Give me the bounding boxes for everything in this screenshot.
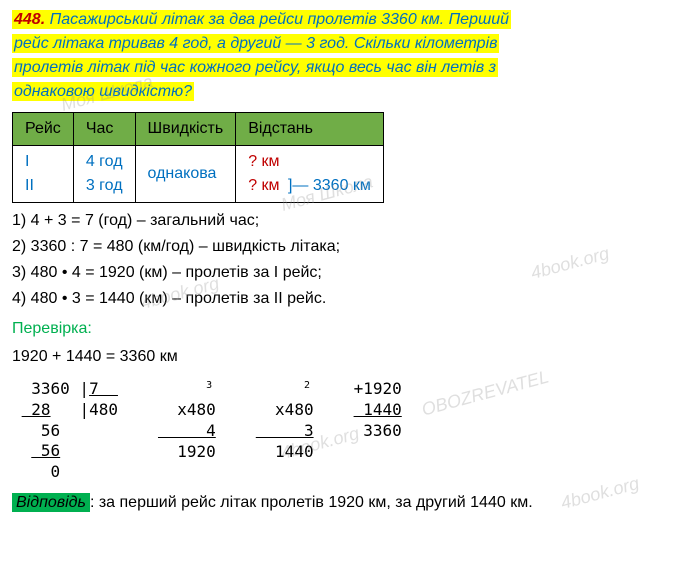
problem-line4: однаковою швидкістю? [12,82,194,101]
problem-line3: пролетів літак під час кожного рейсу, як… [12,58,498,77]
check-label: Перевірка: [12,317,683,341]
problem-number: 448. [14,11,45,28]
calculations-row: 3360 |7 28 |480 56 56 0 3 x480 4 1920 2 … [12,379,683,483]
table-cell-speed: однакова [135,146,236,203]
answer-label: Відповідь [12,493,90,512]
calc-mult1: 3 x480 4 1920 [158,379,216,483]
table-header-distance: Відстань [236,113,384,146]
problem-statement: 448. Пасажирський літак за два рейси про… [12,8,683,104]
answer-text: : за перший рейс літак пролетів 1920 км,… [90,494,533,511]
table-cell-time: 4 год 3 год [73,146,135,203]
solution-step-2: 2) 3360 : 7 = 480 (км/год) – швидкість л… [12,235,683,259]
calc-division: 3360 |7 28 |480 56 56 0 [12,379,118,483]
problem-line1: Пасажирський літак за два рейси пролетів… [50,11,509,28]
solution-step-1: 1) 4 + 3 = 7 (год) – загальний час; [12,209,683,233]
calc-mult2: 2 x480 3 1440 [256,379,314,483]
table-header-flight: Рейс [13,113,74,146]
solution-step-4: 4) 480 • 3 = 1440 (км) – пролетів за II … [12,287,683,311]
calc-add: +1920 1440 3360 [354,379,402,483]
table-header-time: Час [73,113,135,146]
table-cell-distance: ? км ? км ]— 3360 км [236,146,384,203]
problem-line2: рейс літака тривав 4 год, а другий — 3 г… [12,34,499,53]
check-equation: 1920 + 1440 = 3360 км [12,345,683,369]
table-header-speed: Швидкість [135,113,236,146]
table-cell-flight: I II [13,146,74,203]
data-table: Рейс Час Швидкість Відстань I II 4 год 3… [12,112,384,203]
answer: Відповідь: за перший рейс літак пролетів… [12,491,683,515]
solution-step-3: 3) 480 • 4 = 1920 (км) – пролетів за I р… [12,261,683,285]
